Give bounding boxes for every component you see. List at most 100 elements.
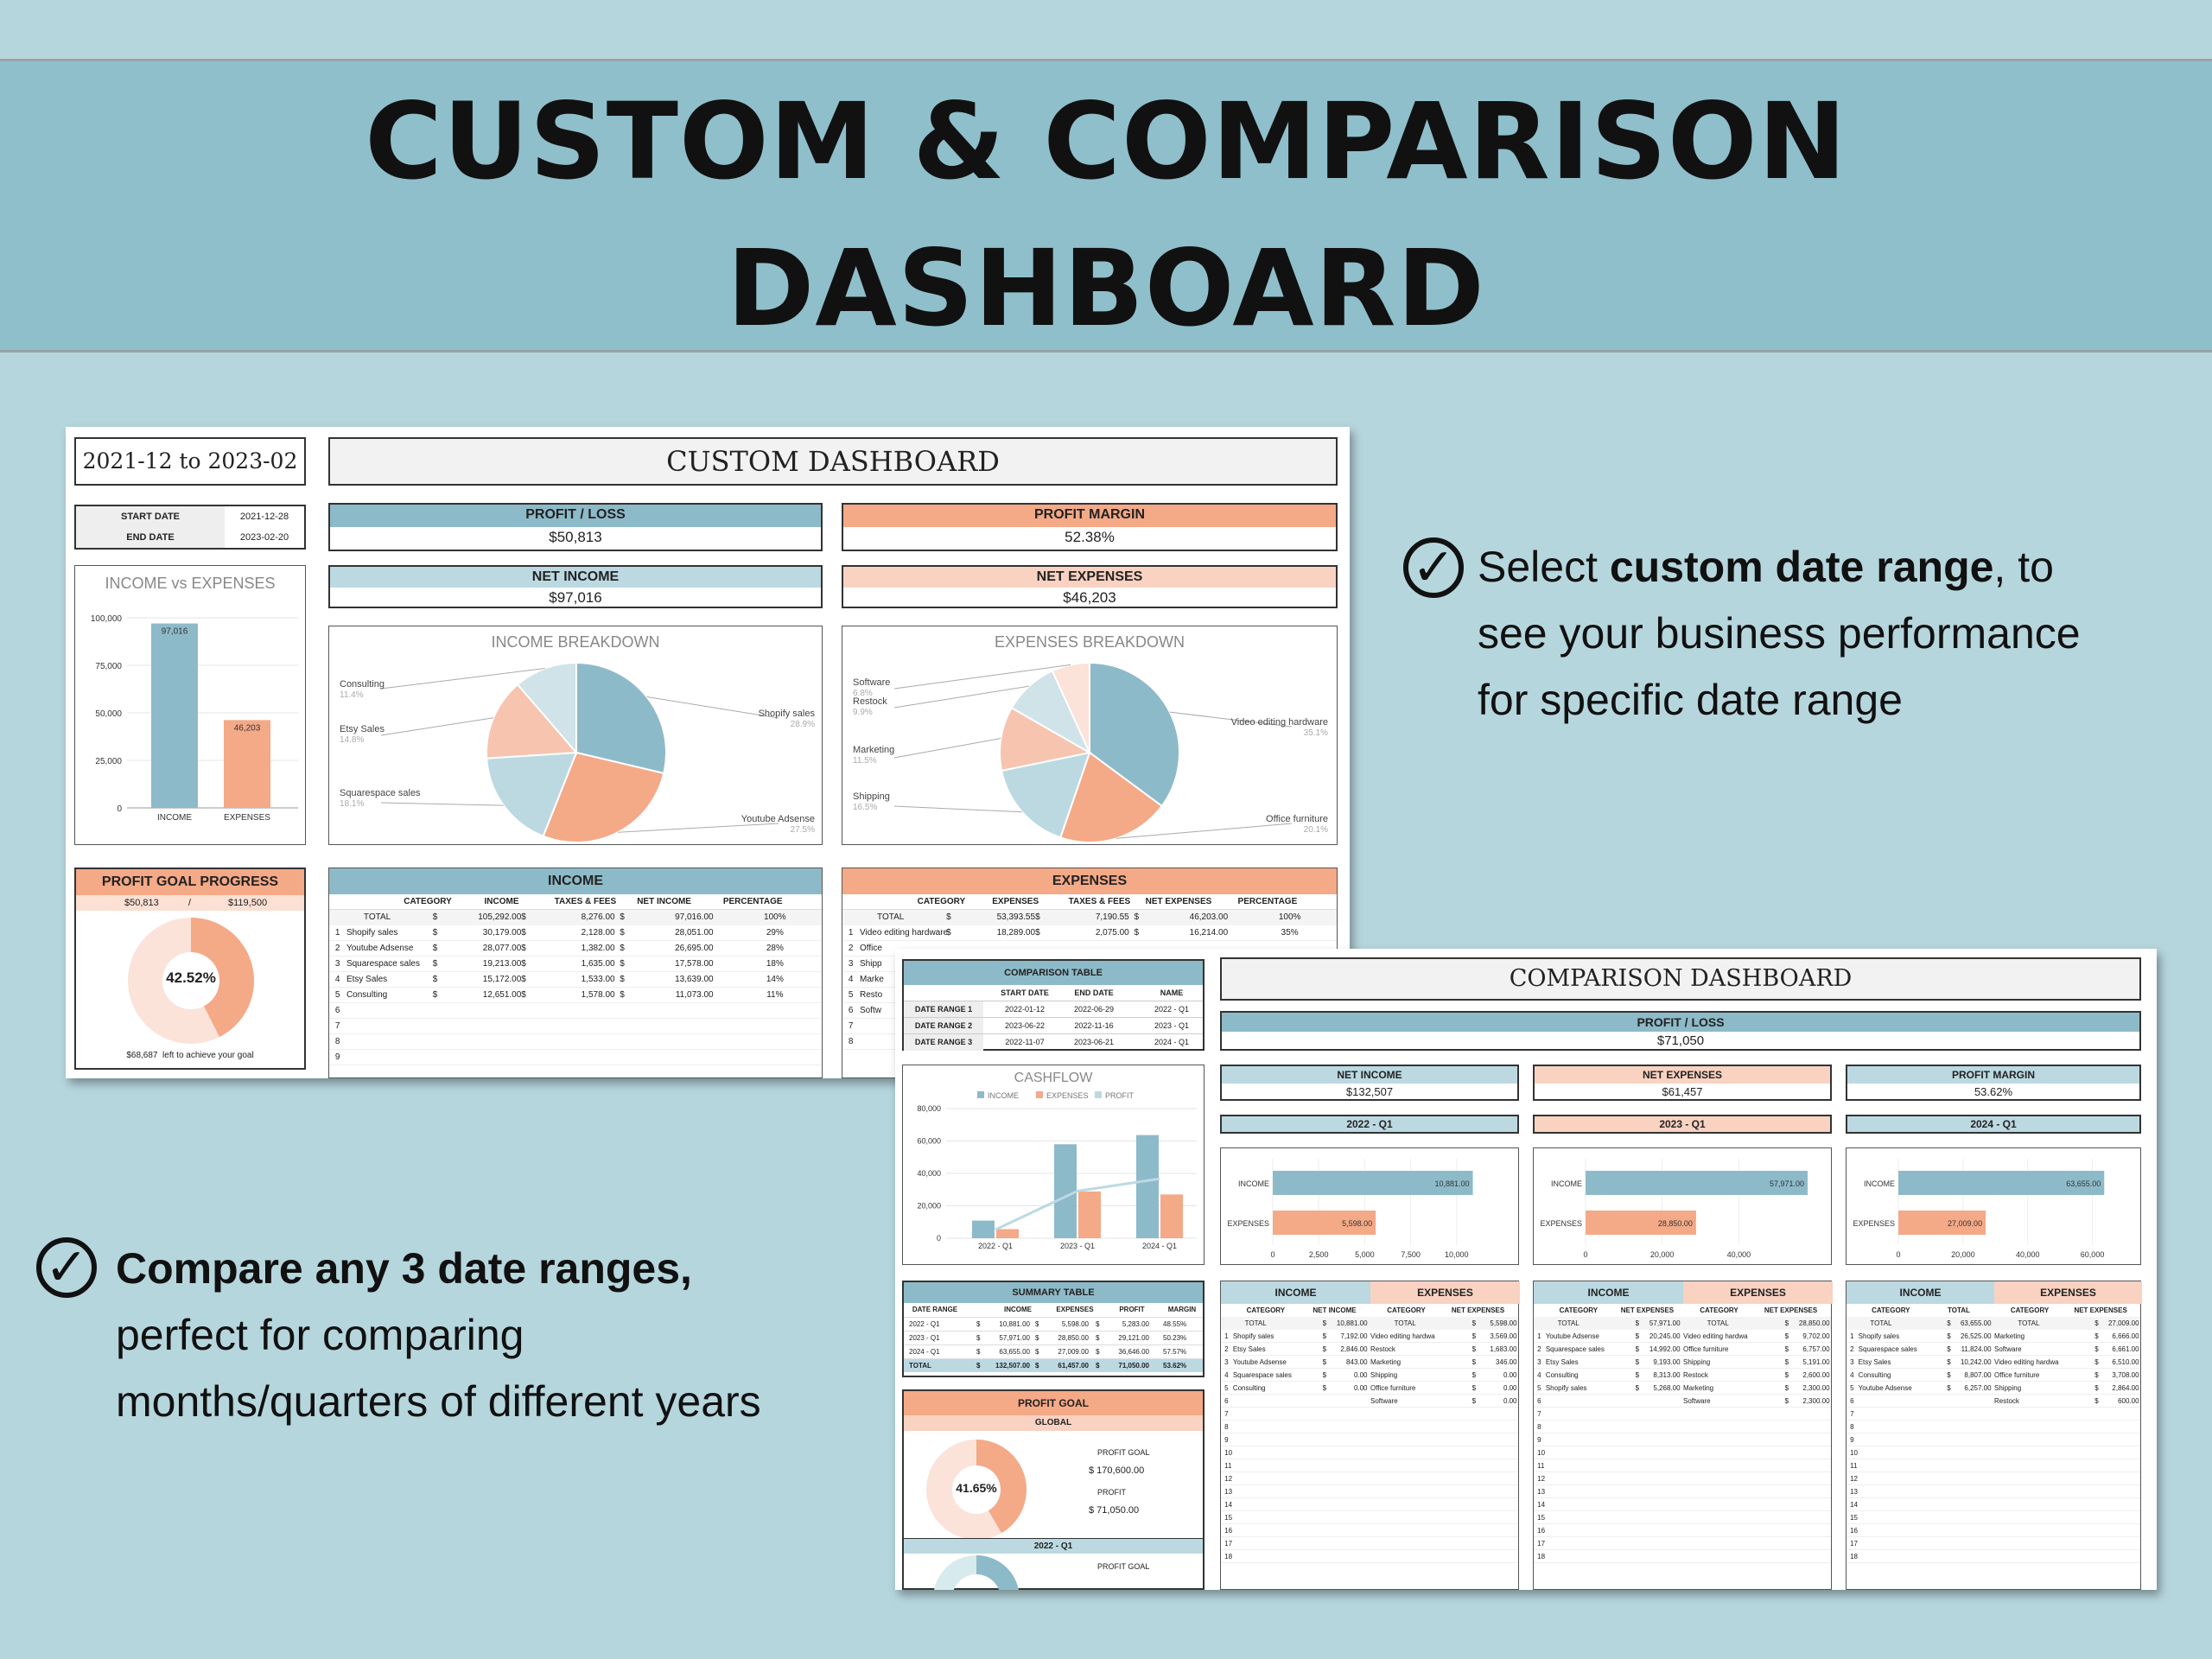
period-table-row: 18 — [1221, 1550, 1518, 1563]
period-table-cell: 1 — [1224, 1332, 1229, 1340]
column-header: TAXES & FEES — [554, 897, 617, 906]
pie-pct-label: 11.5% — [853, 756, 877, 766]
comp-goal-next-range: 2022 - Q1 — [904, 1538, 1203, 1554]
period-table-header: CATEGORY — [1559, 1306, 1599, 1314]
period-table-header: CATEGORY — [1700, 1306, 1738, 1314]
goal-left-line: $68,687 left to achieve your goal — [76, 1051, 304, 1060]
period-tick: 5,000 — [1355, 1250, 1375, 1259]
comp-net-income-value: $132,507 — [1345, 1085, 1394, 1098]
ive-tick-label: 25,000 — [95, 757, 122, 766]
cashflow-expense-bar — [1078, 1191, 1101, 1238]
period-tick: 0 — [1896, 1250, 1900, 1259]
row-number: 18 — [1850, 1553, 1858, 1560]
period-table-row: 10 — [1847, 1446, 2140, 1459]
row-number: 12 — [1850, 1475, 1858, 1483]
period-table-cell: $ — [1471, 1397, 1477, 1405]
start-date-input[interactable]: 2021-12-28 — [239, 512, 289, 522]
income-table: INCOME CATEGORY INCOME TAXES & FEES NET INC… — [328, 868, 823, 1078]
ct-start-date[interactable]: 2022-11-07 — [1005, 1038, 1045, 1046]
cashflow-tick: 0 — [937, 1234, 941, 1243]
period-table-cell: 6 — [1850, 1397, 1854, 1405]
row-number: 18 — [1224, 1553, 1233, 1560]
summary-cell: 10,881.00 — [999, 1320, 1030, 1328]
table-cell: 28% — [766, 944, 784, 953]
comp-net-expenses-value: $61,457 — [1662, 1085, 1703, 1098]
period-expense-axis-label: EXPENSES — [1540, 1219, 1582, 1228]
row-number: 15 — [1537, 1514, 1546, 1522]
period-table-row: 7 — [1534, 1408, 1831, 1421]
ct-name[interactable]: 2024 - Q1 — [1154, 1038, 1190, 1046]
period-table-cell: 0.00 — [1503, 1397, 1517, 1405]
period-table-cell: Restock — [1370, 1345, 1395, 1353]
period-table-header: NET EXPENSES — [1764, 1306, 1818, 1314]
period-income-bar — [1273, 1171, 1473, 1195]
row-number: 8 — [848, 1037, 854, 1046]
row-number: 14 — [1224, 1501, 1233, 1509]
column-header: CATEGORY — [404, 897, 452, 906]
row-number: 7 — [1850, 1410, 1854, 1418]
end-date-input[interactable]: 2023-02-20 — [239, 532, 289, 543]
period-expense-title: EXPENSES — [1370, 1281, 1520, 1304]
summary-row: TOTAL $132,507.00 $61,457.00 $71,050.00 53.6… — [904, 1358, 1203, 1372]
period-total-row: TOTAL $57,971.00 TOTAL $28,850.00 — [1534, 1317, 1831, 1330]
ct-end-date[interactable]: 2022-11-16 — [1074, 1021, 1114, 1030]
summary-table: SUMMARY TABLE DATE RANGE INCOME EXPENSES PR… — [902, 1281, 1205, 1377]
cashflow-title: CASHFLOW — [1014, 1071, 1093, 1085]
total-cell: 100% — [764, 912, 786, 922]
period-table-row: 7 — [1847, 1408, 2140, 1421]
comp-goal-profit-value: $ 71,050.00 — [1089, 1505, 1140, 1516]
ct-name[interactable]: 2022 - Q1 — [1154, 1005, 1190, 1014]
table-cell: 5 — [334, 990, 340, 1000]
table-cell: $ — [521, 959, 526, 969]
pie-label: Office furniture — [1266, 814, 1328, 824]
period-total-cell: 63,655.00 — [1960, 1319, 1992, 1327]
period-table-cell: 1 — [1537, 1332, 1541, 1340]
period-table-cell: $ — [1635, 1345, 1640, 1353]
table-cell: 2 — [848, 944, 854, 953]
period-total-cell: $ — [1784, 1319, 1789, 1327]
profit-margin-value: 52.38% — [1065, 529, 1115, 545]
period-tick: 60,000 — [2081, 1250, 2105, 1259]
period-table-cell: 4 — [1224, 1371, 1229, 1379]
period-income-title: INCOME — [1847, 1281, 1994, 1304]
summary-row: 2023 - Q1 $57,971.00 $28,850.00 $29,121.00 5… — [904, 1331, 1203, 1344]
check-circle-icon: ✓ — [36, 1237, 97, 1298]
ct-end-date[interactable]: 2023-06-21 — [1073, 1038, 1115, 1046]
period-table-cell: $ — [1471, 1358, 1477, 1366]
pie-label: Marketing — [853, 745, 894, 755]
period-table-cell: 600.00 — [2118, 1397, 2139, 1405]
period-table-cell: Shopify sales — [1545, 1384, 1587, 1392]
ct-name[interactable]: 2023 - Q1 — [1154, 1021, 1190, 1030]
period-income-axis-label: INCOME — [1864, 1179, 1895, 1188]
banner-title-line1: CUSTOM & COMPARISON — [365, 80, 1847, 203]
period-table-cell: $ — [2094, 1384, 2099, 1392]
ct-start-date[interactable]: 2022-01-12 — [1004, 1005, 1046, 1014]
period-bar-chart: 0 20,000 40,000 60,000 63,655.00 27,009.00 INC… — [1846, 1147, 2141, 1265]
period-table-row: 17 — [1221, 1537, 1518, 1550]
comp-profit-goal: PROFIT GOAL GLOBAL 41.65% PROFIT GOAL $ … — [902, 1389, 1205, 1590]
row-number: 13 — [1850, 1488, 1858, 1496]
table-total-row: TOTAL $53,393.55 $7,190.55 $46,203.00 100% — [842, 910, 1337, 925]
table-cell: $ — [620, 959, 625, 969]
summary-cell: 48.55% — [1163, 1320, 1187, 1328]
table-cell: Shopify sales — [346, 928, 398, 938]
row-number: 17 — [1537, 1540, 1546, 1548]
period-tick: 0 — [1270, 1250, 1274, 1259]
pie-label: Youtube Adsense — [741, 814, 815, 824]
ct-start-date[interactable]: 2023-06-22 — [1004, 1021, 1046, 1030]
cashflow-category: 2023 - Q1 — [1060, 1242, 1095, 1250]
table-cell: $ — [432, 990, 438, 1000]
period-table-cell: 7,192.00 — [1340, 1332, 1368, 1340]
period-table-cell: Office furniture — [1683, 1345, 1729, 1353]
comp-margin-label: PROFIT MARGIN — [1847, 1066, 2139, 1084]
period-header: 2023 - Q1 — [1533, 1115, 1832, 1134]
period-table-row: 16 — [1221, 1524, 1518, 1537]
table-row: 2 Youtube Adsense $28,077.00 $1,382.00 $26,6… — [329, 941, 822, 957]
period-header: 2022 - Q1 — [1220, 1115, 1519, 1134]
ct-range-label: DATE RANGE 3 — [904, 1034, 983, 1051]
period-expense-label: 5,598.00 — [1342, 1219, 1372, 1228]
period-table-cell: 0.00 — [1503, 1384, 1517, 1392]
comp-goal-donut — [926, 1440, 1027, 1540]
ct-end-date[interactable]: 2022-06-29 — [1073, 1005, 1115, 1014]
pie-label: Etsy Sales — [340, 724, 385, 734]
